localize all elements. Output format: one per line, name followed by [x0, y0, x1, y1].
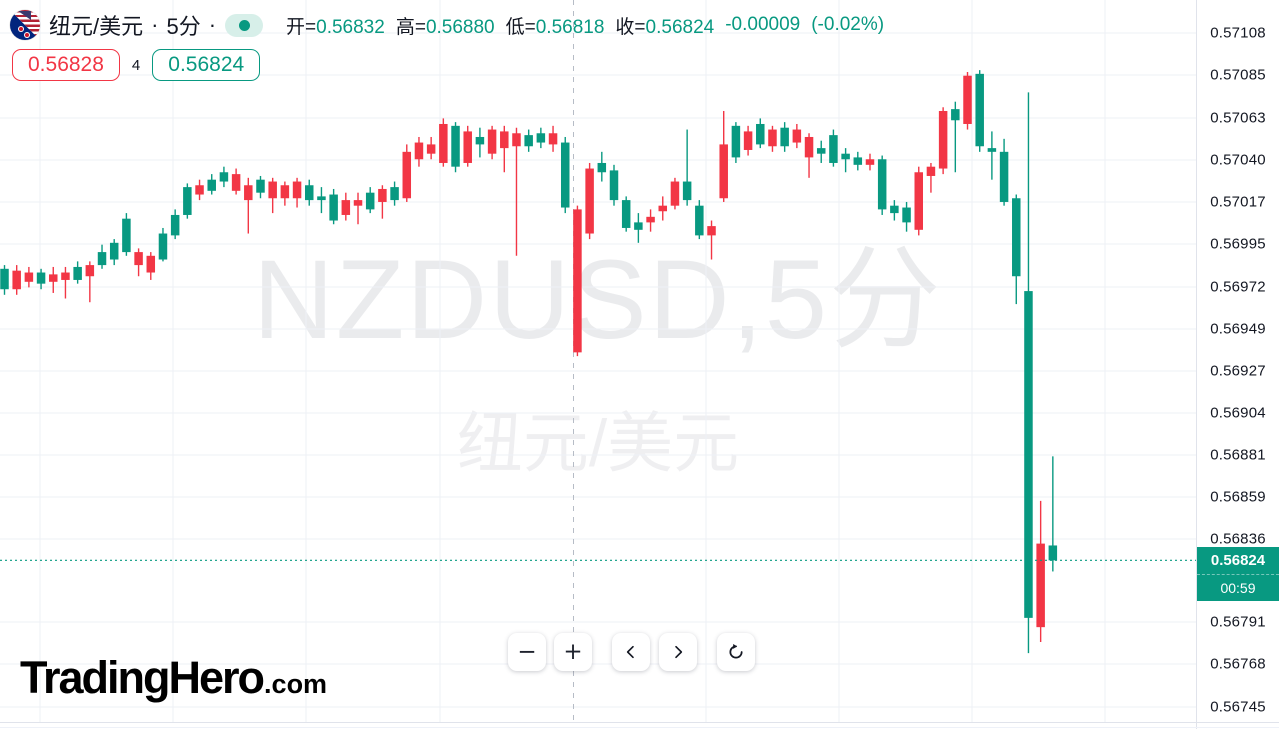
price-axis-label: 0.57040 — [1210, 151, 1266, 169]
green-dot-icon — [238, 19, 250, 31]
price-axis-label: 0.56995 — [1210, 235, 1266, 253]
minus-icon: − — [517, 639, 537, 665]
price-axis-label: 0.56972 — [1210, 278, 1266, 296]
price-axis-label: 0.56859 — [1210, 488, 1266, 506]
last-price-badge: 0.56824 00:59 — [1197, 547, 1279, 601]
price-axis-label: 0.56881 — [1210, 446, 1266, 464]
open-value: 开=0.56832 — [286, 16, 385, 38]
close-value: 收=0.56824 — [615, 16, 715, 38]
price-axis-label: 0.57085 — [1210, 66, 1266, 84]
last-price-value: 0.56824 — [1210, 552, 1266, 569]
price-axis-label: 0.56768 — [1210, 655, 1266, 673]
scroll-left-button[interactable] — [612, 633, 650, 671]
price-axis-label: 0.57108 — [1210, 24, 1266, 42]
price-axis-label: 0.56836 — [1210, 530, 1266, 548]
price-axis[interactable]: 0.56824 00:59 0.57108 0.57085 0.57063 0.570… — [1196, 0, 1279, 729]
price-axis-label: 0.56927 — [1210, 362, 1266, 380]
separator-dot: · — [151, 12, 159, 37]
bid-price-button[interactable]: 0.56828 — [12, 49, 120, 81]
zoom-out-button[interactable]: − — [508, 633, 546, 671]
nz-us-flag-icon — [10, 10, 40, 40]
price-axis-label: 0.57063 — [1210, 109, 1266, 127]
change-percent: (-0.02%) — [811, 14, 885, 35]
symbol-title[interactable]: 纽元/美元 — [49, 14, 144, 39]
chart-bottom-border-2 — [0, 727, 1279, 728]
price-axis-label: 0.56745 — [1210, 698, 1266, 716]
ohlc-readout: 开=0.56832 高=0.56880 低=0.56818 收=0.56824 … — [286, 12, 884, 39]
tradinghero-logo: TradingHero .com — [20, 652, 327, 704]
price-axis-label: 0.56791 — [1210, 613, 1266, 631]
price-axis-label: 0.56904 — [1210, 404, 1266, 422]
chart-pane[interactable]: NZDUSD,5分 纽元/美元 — [0, 0, 1196, 729]
separator-dot: · — [208, 12, 217, 37]
plus-icon: + — [563, 639, 583, 665]
candlestick-chart-canvas[interactable] — [0, 0, 1196, 729]
chevron-left-icon — [626, 645, 634, 659]
scroll-right-button[interactable] — [659, 633, 697, 671]
market-status-pill[interactable] — [225, 13, 264, 37]
bid-ask-row: 0.56828 4 0.56824 — [12, 49, 261, 81]
symbol-watermark: NZDUSD,5分 — [252, 237, 944, 362]
symbol-watermark-cn: 纽元/美元 — [456, 406, 740, 480]
price-axis-label: 0.57017 — [1210, 193, 1266, 211]
change-value: -0.00009 — [725, 14, 801, 35]
price-axis-label: 0.56949 — [1210, 320, 1266, 338]
spread-value: 4 — [131, 56, 141, 74]
reload-icon — [729, 644, 743, 659]
reset-view-button[interactable] — [717, 633, 755, 671]
chart-legend: 纽元/美元 · 5分 · 开=0.56832 高=0.56880 低=0.568… — [10, 9, 884, 41]
low-value: 低=0.56818 — [505, 16, 605, 38]
chevron-right-icon — [675, 645, 683, 659]
high-value: 高=0.56880 — [395, 16, 495, 38]
ask-price-button[interactable]: 0.56824 — [152, 49, 261, 81]
chart-bottom-border — [0, 722, 1279, 723]
bar-countdown: 00:59 — [1197, 574, 1279, 601]
timeframe-label[interactable]: 5分 — [166, 14, 201, 39]
logo-brand-text: TradingHero — [20, 652, 265, 703]
logo-suffix-text: .com — [264, 669, 328, 699]
zoom-in-button[interactable]: + — [554, 633, 592, 671]
